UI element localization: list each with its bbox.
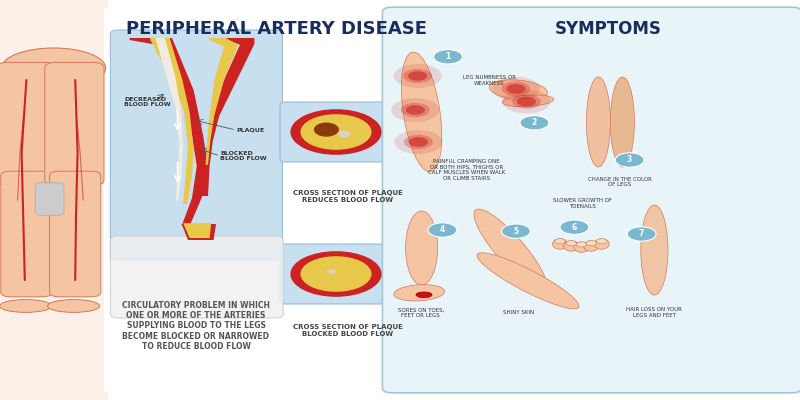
Ellipse shape <box>574 242 589 252</box>
Circle shape <box>627 227 656 241</box>
Circle shape <box>434 50 462 64</box>
Ellipse shape <box>48 300 99 312</box>
Text: LEG NUMBNESS OR
WEAKNESS: LEG NUMBNESS OR WEAKNESS <box>463 75 516 86</box>
FancyBboxPatch shape <box>104 8 388 392</box>
FancyBboxPatch shape <box>0 0 108 400</box>
Circle shape <box>512 94 541 109</box>
Ellipse shape <box>502 95 554 107</box>
Circle shape <box>290 109 382 155</box>
Text: SORES ON TOES,
FEET OR LEGS: SORES ON TOES, FEET OR LEGS <box>398 307 444 318</box>
Circle shape <box>301 114 371 150</box>
Ellipse shape <box>402 52 442 172</box>
FancyBboxPatch shape <box>280 244 392 304</box>
Text: 2: 2 <box>532 118 537 127</box>
Ellipse shape <box>394 285 445 301</box>
Circle shape <box>502 224 530 238</box>
Text: CIRCULATORY PROBLEM IN WHICH
ONE OR MORE OF THE ARTERIES
SUPPLYING BLOOD TO THE : CIRCULATORY PROBLEM IN WHICH ONE OR MORE… <box>122 301 270 351</box>
FancyBboxPatch shape <box>1 171 52 297</box>
Ellipse shape <box>576 242 587 247</box>
Circle shape <box>406 105 425 115</box>
Circle shape <box>409 137 428 147</box>
FancyBboxPatch shape <box>50 171 101 297</box>
Circle shape <box>326 269 336 274</box>
Circle shape <box>492 77 540 101</box>
Text: 5: 5 <box>514 227 518 236</box>
Text: 3: 3 <box>627 156 632 164</box>
Ellipse shape <box>477 253 579 309</box>
FancyBboxPatch shape <box>35 183 64 215</box>
Text: CHANGE IN THE COLOR
OF LEGS: CHANGE IN THE COLOR OF LEGS <box>588 176 652 187</box>
Ellipse shape <box>406 211 438 285</box>
Circle shape <box>391 98 439 122</box>
FancyBboxPatch shape <box>45 62 104 186</box>
Text: 6: 6 <box>572 223 577 232</box>
Polygon shape <box>182 224 216 240</box>
Circle shape <box>502 82 530 96</box>
Ellipse shape <box>610 77 634 167</box>
Ellipse shape <box>641 205 668 295</box>
Ellipse shape <box>584 241 598 251</box>
FancyBboxPatch shape <box>110 236 283 318</box>
Ellipse shape <box>0 300 51 312</box>
Text: SYMPTOMS: SYMPTOMS <box>554 20 662 38</box>
Text: BLOCKED
BLOOD FLOW: BLOCKED BLOOD FLOW <box>220 150 266 161</box>
Circle shape <box>615 153 644 167</box>
Text: 7: 7 <box>639 230 644 238</box>
FancyBboxPatch shape <box>382 7 800 393</box>
Ellipse shape <box>338 130 350 138</box>
Text: CROSS SECTION OF PLAQUE
BLOCKED BLOOD FLOW: CROSS SECTION OF PLAQUE BLOCKED BLOOD FL… <box>293 324 403 337</box>
Circle shape <box>394 130 442 154</box>
Polygon shape <box>183 223 211 238</box>
Ellipse shape <box>2 48 106 88</box>
Text: 4: 4 <box>440 226 445 234</box>
Polygon shape <box>130 38 208 226</box>
Polygon shape <box>150 38 194 204</box>
Ellipse shape <box>474 209 547 291</box>
Text: CROSS SECTION OF PLAQUE
REDUCES BLOOD FLOW: CROSS SECTION OF PLAQUE REDUCES BLOOD FL… <box>293 190 403 203</box>
Text: 1: 1 <box>446 52 450 61</box>
Text: HAIR LOSS ON YOUR
LEGS AND FEET: HAIR LOSS ON YOUR LEGS AND FEET <box>626 307 682 318</box>
Text: SHINY SKIN: SHINY SKIN <box>503 310 534 315</box>
Polygon shape <box>202 38 254 196</box>
Circle shape <box>403 69 432 83</box>
Polygon shape <box>206 38 238 165</box>
Ellipse shape <box>596 238 607 244</box>
Circle shape <box>401 103 430 117</box>
Text: PAINFUL CRAMPING ONE
OR BOTH HIPS, THIGHS OR
CALF MUSCLES WHEN WALK
OR CLIMB STA: PAINFUL CRAMPING ONE OR BOTH HIPS, THIGH… <box>428 159 505 181</box>
Circle shape <box>520 116 549 130</box>
Ellipse shape <box>416 292 432 298</box>
Ellipse shape <box>563 241 578 251</box>
Text: PLAQUE: PLAQUE <box>236 128 264 132</box>
Text: PERIPHERAL ARTERY DISEASE: PERIPHERAL ARTERY DISEASE <box>126 20 426 38</box>
Text: SLOWER GROWTH OF
TOENAILS: SLOWER GROWTH OF TOENAILS <box>553 198 612 209</box>
FancyBboxPatch shape <box>0 62 56 186</box>
Ellipse shape <box>314 122 339 137</box>
Circle shape <box>517 97 536 106</box>
Circle shape <box>301 256 371 292</box>
Circle shape <box>290 251 382 297</box>
Ellipse shape <box>586 240 597 246</box>
Circle shape <box>408 71 427 81</box>
Ellipse shape <box>566 240 577 246</box>
FancyBboxPatch shape <box>280 102 392 162</box>
Circle shape <box>303 258 369 290</box>
Ellipse shape <box>586 77 610 167</box>
Ellipse shape <box>552 239 568 249</box>
Circle shape <box>428 223 457 237</box>
FancyBboxPatch shape <box>110 30 282 260</box>
Circle shape <box>560 220 589 234</box>
Circle shape <box>404 135 433 149</box>
Polygon shape <box>156 38 183 201</box>
Ellipse shape <box>555 238 565 244</box>
Ellipse shape <box>490 80 547 100</box>
Text: DECREASED
BLOOD FLOW: DECREASED BLOOD FLOW <box>124 97 170 107</box>
Circle shape <box>394 64 442 88</box>
Ellipse shape <box>594 239 610 249</box>
Circle shape <box>502 90 550 114</box>
Circle shape <box>506 84 526 94</box>
